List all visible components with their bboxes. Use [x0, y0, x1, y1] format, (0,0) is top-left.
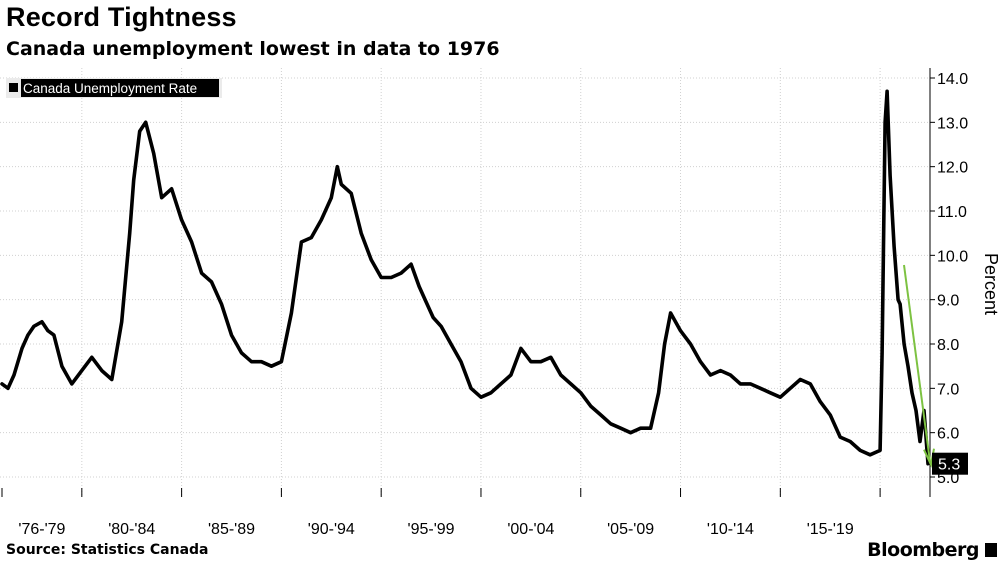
- page-subtitle: Canada unemployment lowest in data to 19…: [6, 38, 500, 60]
- y-tick-label: 8.0: [937, 337, 959, 354]
- legend-label: Canada Unemployment Rate: [23, 81, 197, 96]
- x-axis-ticks: [1, 488, 881, 497]
- x-tick-label: '90-'94: [308, 521, 355, 538]
- y-tick-label: 12.0: [937, 160, 968, 177]
- y-tick-label: 9.0: [937, 293, 959, 310]
- y-tick-label: 10.0: [937, 248, 968, 265]
- y-tick-label: 14.0: [937, 71, 968, 88]
- x-axis-labels: '76-'79 '80-'84 '85-'89 '90-'94 '95-'99 '00-'…: [18, 521, 853, 538]
- last-value-label: 5.3: [938, 457, 960, 474]
- last-value-box: [932, 452, 968, 475]
- x-tick-label: '00-'04: [507, 521, 554, 538]
- x-tick-label: '95-'99: [408, 521, 455, 538]
- legend: Canada Unemployment Rate: [6, 78, 222, 98]
- x-tick-label: '05-'09: [607, 521, 654, 538]
- series-line-canada-unemployment-rate: [0, 89, 930, 466]
- y-tick-label: 7.0: [937, 381, 959, 398]
- y-axis-labels: 14.013.012.011.010.09.08.07.06.05.0: [937, 71, 968, 487]
- y-tick-label: 6.0: [937, 426, 959, 443]
- page-title: Record Tightness: [6, 2, 237, 32]
- source-note: Source: Statistics Canada: [6, 542, 209, 558]
- gridlines: [0, 68, 930, 497]
- y-tick-label: 11.0: [937, 204, 967, 221]
- x-tick-label: '10-'14: [707, 521, 754, 538]
- x-tick-label: '80-'84: [108, 521, 155, 538]
- bloomberg-logo: Bloomberg: [867, 539, 979, 561]
- bloomberg-mark-icon: [985, 543, 997, 557]
- x-tick-label: '76-'79: [18, 521, 65, 538]
- y-tick-label: 13.0: [937, 115, 968, 132]
- last-value-marker: 5.3: [932, 452, 968, 475]
- legend-swatch: [9, 83, 18, 92]
- legend-label-background: [21, 79, 219, 97]
- y-axis-title: Percent: [981, 253, 1001, 315]
- x-tick-label: '85-'89: [208, 521, 255, 538]
- x-tick-label: '15-'19: [807, 521, 854, 538]
- y-axis-ticks: [930, 77, 935, 478]
- trend-arrow-shaft: [903, 264, 931, 462]
